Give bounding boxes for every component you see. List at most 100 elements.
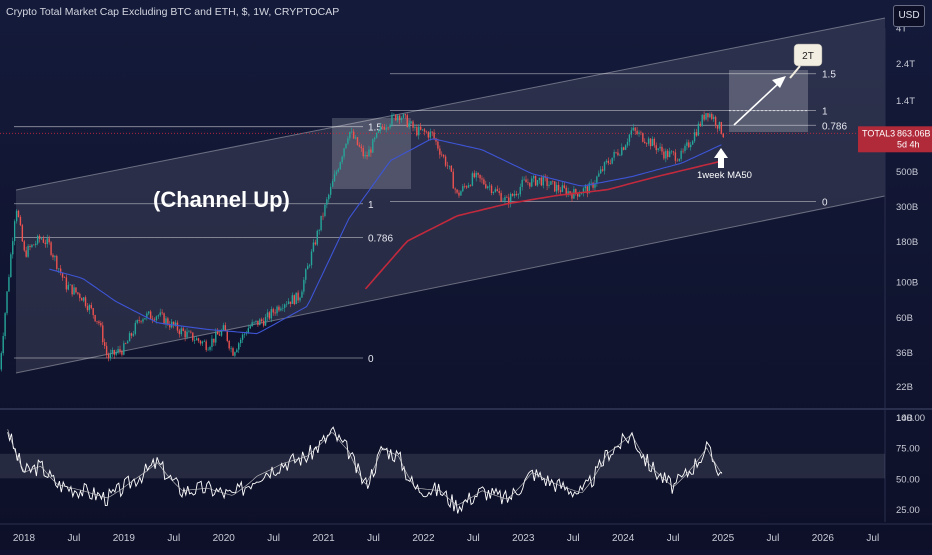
candle-down	[192, 333, 193, 341]
candle-down	[81, 298, 82, 300]
candle-up	[271, 309, 272, 318]
time-tick-label: Jul	[567, 533, 580, 544]
time-tick-label: 2022	[412, 533, 435, 544]
candle-up	[625, 145, 626, 149]
candle-down	[711, 114, 712, 119]
candle-down	[506, 197, 507, 198]
candle-up	[165, 318, 166, 324]
candle-down	[640, 133, 641, 134]
countdown-label: 5d 4h	[897, 139, 920, 149]
candle-up	[309, 265, 310, 266]
candle-up	[230, 348, 231, 349]
candle-down	[458, 193, 459, 196]
candle-up	[8, 277, 9, 291]
candle-up	[562, 185, 563, 192]
fib-label: 0	[822, 198, 828, 209]
candle-down	[656, 145, 657, 150]
candle-up	[343, 148, 344, 156]
candle-down	[558, 185, 559, 190]
candle-down	[497, 189, 498, 191]
candle-down	[387, 128, 388, 129]
candle-up	[240, 340, 241, 343]
candle-up	[690, 145, 691, 147]
fib-label: 1.5	[822, 70, 836, 81]
candle-down	[500, 193, 501, 202]
candle-down	[261, 319, 262, 321]
candle-up	[70, 285, 71, 286]
candle-up	[376, 133, 377, 138]
candle-up	[54, 256, 55, 257]
candle-down	[140, 321, 141, 322]
candle-down	[48, 238, 49, 242]
candle-down	[623, 147, 624, 150]
candle-down	[644, 142, 645, 143]
candle-up	[652, 139, 653, 146]
candle-down	[361, 147, 362, 149]
fib-label: 1	[822, 107, 828, 118]
candle-down	[667, 151, 668, 157]
candle-down	[125, 343, 126, 344]
candle-down	[33, 245, 34, 246]
candle-down	[485, 184, 486, 188]
candle-up	[408, 123, 409, 127]
candle-down	[433, 132, 434, 138]
last-price-value: 863.06B	[897, 128, 931, 138]
candle-down	[554, 181, 555, 191]
candle-down	[50, 242, 51, 255]
fib-label: 0.786	[368, 233, 393, 244]
candle-down	[608, 161, 609, 163]
channel-up-text: (Channel Up)	[153, 187, 290, 212]
candle-down	[527, 182, 528, 183]
candle-up	[410, 122, 411, 124]
candle-down	[456, 190, 457, 193]
candle-down	[441, 155, 442, 156]
candle-down	[615, 152, 616, 153]
candle-up	[531, 178, 532, 186]
time-tick-label: Jul	[667, 533, 680, 544]
candle-down	[707, 113, 708, 117]
candle-up	[449, 166, 450, 167]
highlight-box-2025	[729, 70, 808, 132]
candle-up	[648, 139, 649, 144]
candle-down	[22, 225, 23, 241]
currency-button[interactable]: USD	[893, 5, 925, 27]
fib-label: 1	[368, 200, 374, 211]
candle-down	[52, 255, 53, 257]
candle-down	[100, 323, 101, 325]
candle-up	[355, 137, 356, 138]
candle-down	[723, 134, 724, 138]
candle-down	[25, 250, 26, 256]
candle-up	[244, 334, 245, 335]
candle-up	[543, 176, 544, 185]
candle-up	[633, 128, 634, 131]
candle-up	[242, 335, 243, 340]
candle-up	[556, 185, 557, 191]
candle-down	[29, 246, 30, 247]
candle-down	[20, 217, 21, 225]
time-tick-label: Jul	[68, 533, 81, 544]
candle-down	[119, 349, 120, 351]
candle-down	[56, 256, 57, 269]
candle-up	[129, 333, 130, 341]
candle-up	[550, 181, 551, 185]
candle-down	[102, 325, 103, 342]
candle-up	[671, 151, 672, 152]
candle-up	[188, 332, 189, 333]
time-tick-label: 2026	[812, 533, 835, 544]
candle-up	[112, 350, 113, 353]
candle-up	[68, 285, 69, 289]
candle-down	[541, 178, 542, 186]
candle-up	[156, 316, 157, 320]
candle-down	[18, 211, 19, 217]
pane-separator	[0, 408, 932, 410]
rsi-band	[0, 454, 885, 479]
candle-down	[428, 132, 429, 137]
candle-down	[64, 277, 65, 278]
candle-up	[299, 298, 300, 301]
candle-up	[158, 315, 159, 316]
candle-up	[585, 186, 586, 188]
candle-down	[426, 132, 427, 133]
candle-up	[160, 312, 161, 315]
candle-up	[393, 115, 394, 116]
candle-down	[200, 341, 201, 344]
